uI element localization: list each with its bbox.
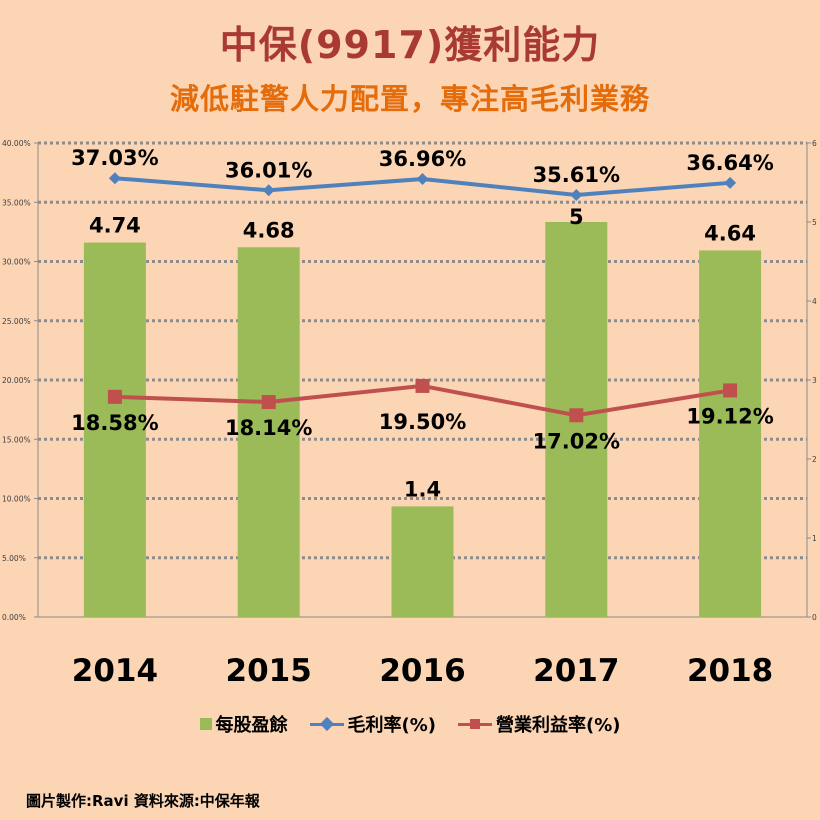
source-credit: 圖片製作:Ravi 資料來源:中保年報 — [26, 792, 260, 810]
operating-margin-data-label: 19.50% — [379, 410, 466, 434]
eps-bar — [391, 506, 454, 617]
chart-subtitle: 減低駐警人力配置，專注高毛利業務 — [169, 82, 650, 116]
eps-bar — [237, 247, 300, 617]
operating-margin-data-label: 19.12% — [686, 404, 773, 428]
chart-title: 中保(9917)獲利能力 — [219, 23, 601, 67]
gross-margin-point — [262, 184, 275, 197]
operating-margin-data-label: 17.02% — [533, 429, 620, 453]
x-tick-label: 2017 — [533, 653, 619, 689]
y-left-tick-label: 40.00% — [2, 139, 31, 148]
legend-item-eps: 每股盈餘 — [199, 711, 288, 737]
y-right-tick-label: 4 — [812, 297, 817, 306]
eps-data-label: 1.4 — [404, 477, 441, 501]
eps-data-label: 4.74 — [89, 214, 141, 238]
x-tick-label: 2018 — [687, 653, 773, 689]
legend: 每股盈餘 毛利率(%) 營業利益率(%) — [0, 711, 820, 737]
x-tick-label: 2015 — [226, 653, 312, 689]
eps-data-label: 5 — [569, 205, 584, 229]
operating-margin-point — [569, 408, 584, 423]
legend-swatch-eps — [199, 718, 212, 730]
y-left-tick-label: 20.00% — [2, 376, 31, 385]
x-tick-label: 2014 — [72, 653, 158, 689]
operating-margin-point — [415, 378, 430, 393]
y-left-tick-label: 35.00% — [2, 198, 31, 207]
y-left-tick-label: 5.00% — [2, 554, 26, 563]
gross-margin-data-label: 35.61% — [533, 163, 620, 187]
gross-margin-data-label: 37.03% — [71, 146, 158, 170]
operating-margin-point — [723, 383, 738, 398]
legend-label-eps: 每股盈餘 — [215, 715, 288, 736]
y-left-tick-label: 10.00% — [2, 495, 31, 504]
eps-bar — [699, 250, 762, 617]
y-left-tick-label: 15.00% — [2, 435, 31, 444]
eps-bar — [83, 242, 146, 618]
y-right-tick-label: 6 — [812, 139, 817, 148]
gross-margin-point — [416, 173, 429, 186]
gross-margin-data-label: 36.64% — [686, 151, 773, 175]
y-right-tick-label: 1 — [812, 534, 817, 543]
legend-label-gross-margin: 毛利率(%) — [347, 715, 437, 736]
legend-line-gross-margin — [309, 716, 344, 732]
gross-margin-point — [724, 176, 737, 189]
operating-margin-data-label: 18.14% — [225, 416, 312, 440]
legend-line-operating-margin — [458, 717, 492, 731]
gross-margin-data-label: 36.96% — [379, 147, 466, 171]
gross-margin-point — [570, 189, 583, 202]
y-left-tick-label: 0.00% — [2, 613, 26, 622]
eps-data-label: 4.68 — [243, 218, 295, 242]
eps-data-label: 4.64 — [704, 221, 756, 245]
legend-label-operating-margin: 營業利益率(%) — [496, 715, 621, 736]
y-right-tick-label: 5 — [812, 218, 817, 227]
y-right-tick-label: 2 — [812, 455, 817, 464]
gross-margin-point — [108, 172, 121, 185]
y-right-tick-label: 0 — [812, 613, 817, 622]
legend-item-gross-margin: 毛利率(%) — [309, 711, 437, 737]
legend-item-operating-margin: 營業利益率(%) — [458, 711, 621, 737]
chart-plot: 0.00% 5.00% 10.00% 15.00% 20.00% 25.00% 30.00%… — [2, 139, 817, 689]
y-left-tick-label: 30.00% — [2, 258, 31, 267]
x-tick-label: 2016 — [379, 653, 465, 689]
operating-margin-point — [261, 395, 276, 410]
y-left-tick-label: 25.00% — [2, 317, 31, 326]
y-right-tick-label: 3 — [812, 376, 817, 385]
operating-margin-point — [107, 389, 122, 404]
operating-margin-data-label: 18.58% — [71, 411, 158, 435]
gross-margin-data-label: 36.01% — [225, 158, 312, 182]
